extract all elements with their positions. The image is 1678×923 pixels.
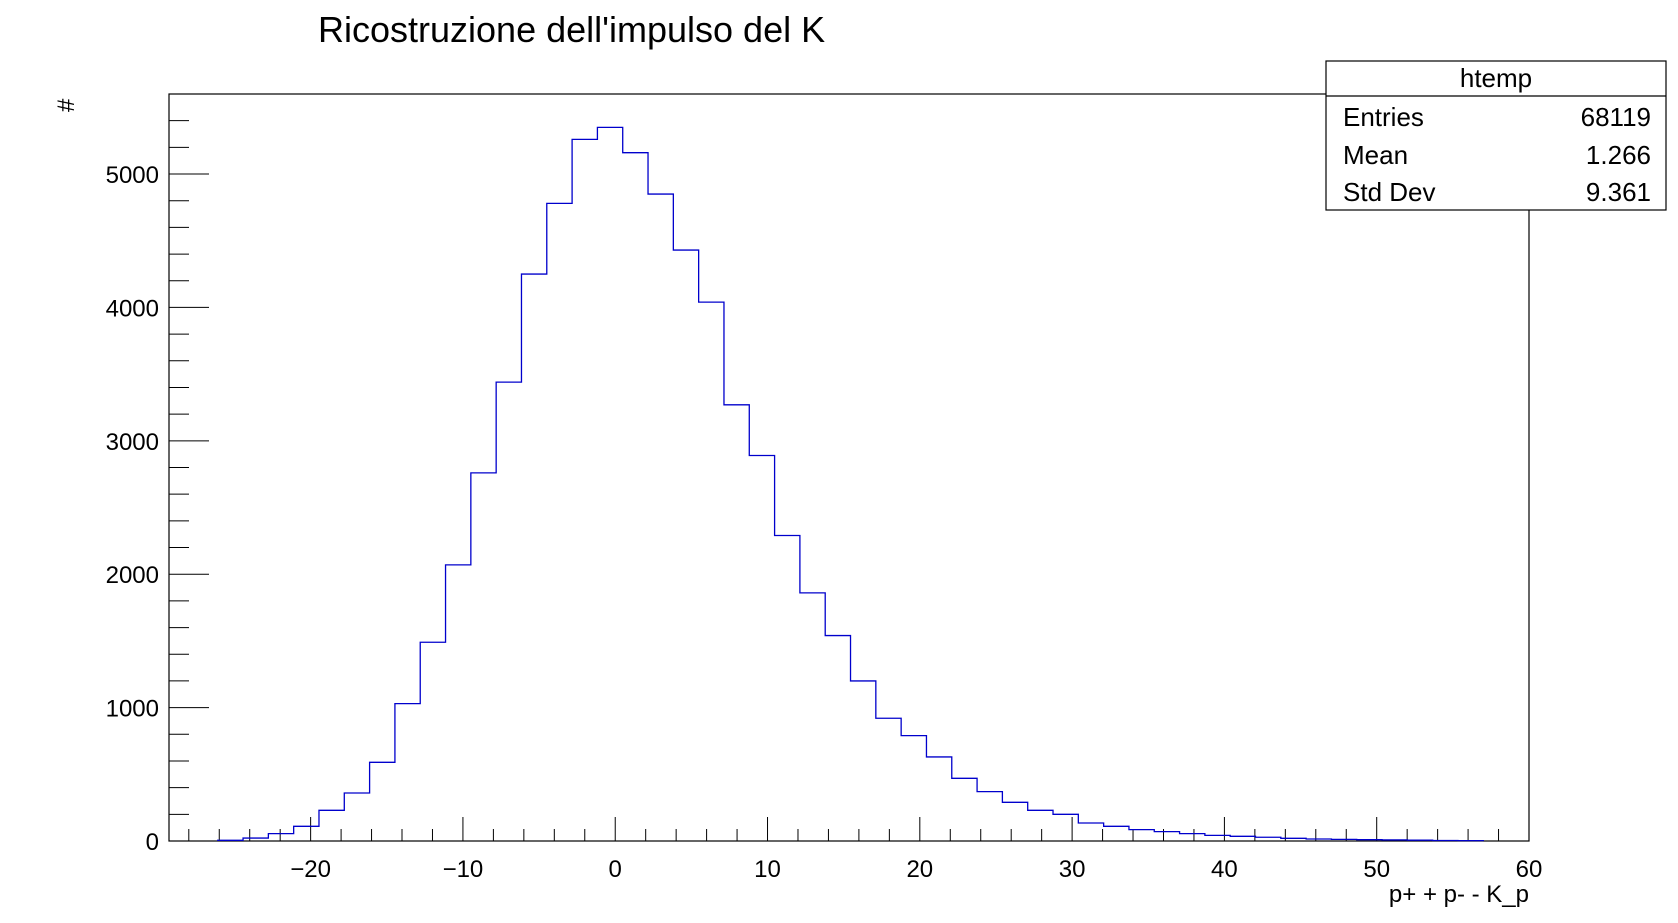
stats-box-title: htemp <box>1460 63 1532 93</box>
x-tick-label: 60 <box>1516 856 1543 883</box>
stats-mean-label: Mean <box>1343 140 1408 170</box>
stats-box: htemp Entries 68119 Mean 1.266 Std Dev 9… <box>1325 60 1667 211</box>
x-tick-label: 40 <box>1211 856 1238 883</box>
y-tick-label: 1000 <box>106 696 159 723</box>
x-tick-label: 20 <box>906 856 933 883</box>
y-tick-label: 4000 <box>106 295 159 322</box>
stats-entries-label: Entries <box>1343 102 1424 132</box>
stats-stddev-value: 9.361 <box>1586 177 1651 207</box>
y-tick-label: 0 <box>146 829 159 856</box>
x-tick-label: 0 <box>609 856 622 883</box>
x-tick-label: −20 <box>290 856 331 883</box>
stats-entries-value: 68119 <box>1581 102 1651 132</box>
y-tick-label: 2000 <box>106 562 159 589</box>
histogram-series <box>217 126 1484 842</box>
chart-title: Ricostruzione dell'impulso del K <box>318 9 825 50</box>
x-tick-label: 30 <box>1059 856 1086 883</box>
plot-frame <box>168 93 1530 842</box>
stats-mean-value: 1.266 <box>1586 140 1651 170</box>
x-tick-label: 50 <box>1363 856 1390 883</box>
x-axis: −20 −10 0 10 20 30 40 50 60 <box>188 817 1543 883</box>
x-tick-label: 10 <box>754 856 781 883</box>
y-axis: 0 1000 2000 3000 4000 5000 <box>106 93 209 856</box>
y-tick-label: 5000 <box>106 162 159 189</box>
x-tick-label: −10 <box>443 856 484 883</box>
y-axis-label: # <box>53 98 80 112</box>
stats-stddev-label: Std Dev <box>1343 177 1436 207</box>
y-tick-label: 3000 <box>106 429 159 456</box>
x-axis-label: p+ + p- - K_p <box>1389 881 1529 908</box>
